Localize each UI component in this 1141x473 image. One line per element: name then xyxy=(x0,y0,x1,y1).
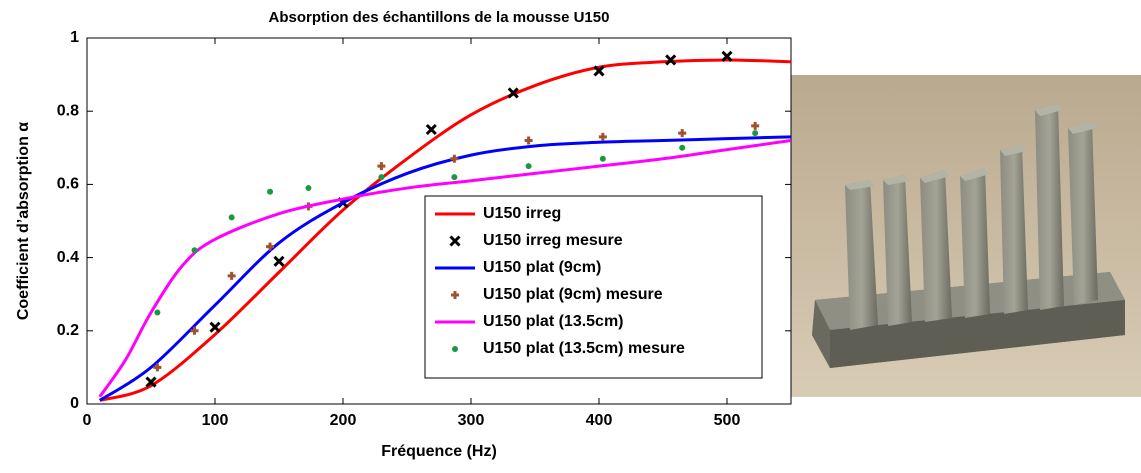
marker-x xyxy=(273,255,285,267)
marker-plus xyxy=(153,363,162,372)
legend: U150 irreg U150 irreg mesure U150 plat (9c… xyxy=(424,195,763,379)
marker-dot xyxy=(525,163,532,170)
marker-x xyxy=(721,50,733,62)
y-tick-label: 1 xyxy=(70,29,79,46)
y-axis-label: Coefficient d’absorption α xyxy=(15,122,32,320)
x-tick-label: 500 xyxy=(714,412,741,429)
x-tick-label: 300 xyxy=(458,412,485,429)
marker-plus xyxy=(678,129,687,138)
marker-dot xyxy=(599,155,606,162)
x-tick-label: 100 xyxy=(202,412,229,429)
marker-plus xyxy=(377,162,386,171)
marker-dot xyxy=(191,247,198,254)
marker-plus xyxy=(451,291,459,299)
marker-x xyxy=(425,123,437,136)
photo xyxy=(775,75,1141,397)
curve xyxy=(99,58,791,402)
chart-title: Absorption des échantillons de la mousse… xyxy=(269,9,610,26)
marker-dot xyxy=(451,174,458,181)
marker-x xyxy=(209,321,221,333)
marker-x xyxy=(665,54,677,66)
marker-dot xyxy=(752,130,759,137)
marker-dot xyxy=(452,346,458,352)
legend-label: U150 plat (9cm) mesure xyxy=(483,286,663,303)
marker-x xyxy=(449,235,461,247)
legend-label: U150 plat (13.5cm) xyxy=(483,313,624,330)
x-axis-label: Fréquence (Hz) xyxy=(381,443,497,460)
legend-label: U150 plat (9cm) xyxy=(483,259,601,276)
marker-x xyxy=(593,65,605,77)
legend-box xyxy=(424,195,763,379)
marker-plus xyxy=(751,121,760,130)
y-tick-label: 0.2 xyxy=(57,322,79,339)
curve xyxy=(98,138,791,398)
marker-x xyxy=(507,87,519,99)
marker-plus xyxy=(598,132,607,141)
y-tick-label: 0 xyxy=(70,395,79,412)
legend-label: U150 irreg xyxy=(483,205,561,222)
marker-x xyxy=(145,376,157,388)
marker-dot xyxy=(267,188,274,195)
marker-dot xyxy=(679,144,686,151)
x-tick-label: 0 xyxy=(83,412,92,429)
legend-label: U150 plat (13.5cm) mesure xyxy=(483,340,685,357)
marker-plus xyxy=(266,242,275,251)
marker-plus xyxy=(190,326,199,335)
marker-plus xyxy=(450,154,459,163)
x-tick-label: 400 xyxy=(586,412,613,429)
legend-label: U150 irreg mesure xyxy=(483,232,623,249)
x-tick-label: 200 xyxy=(330,412,357,429)
marker-dot xyxy=(228,214,235,221)
marker-plus xyxy=(227,271,236,280)
marker-dot xyxy=(305,185,312,192)
y-tick-label: 0.8 xyxy=(57,102,79,119)
y-tick-label: 0.4 xyxy=(57,249,79,266)
marker-plus xyxy=(524,136,533,145)
marker-dot xyxy=(378,174,385,181)
marker-dot xyxy=(154,309,161,316)
y-tick-label: 0.6 xyxy=(57,176,79,193)
curve xyxy=(98,135,791,402)
